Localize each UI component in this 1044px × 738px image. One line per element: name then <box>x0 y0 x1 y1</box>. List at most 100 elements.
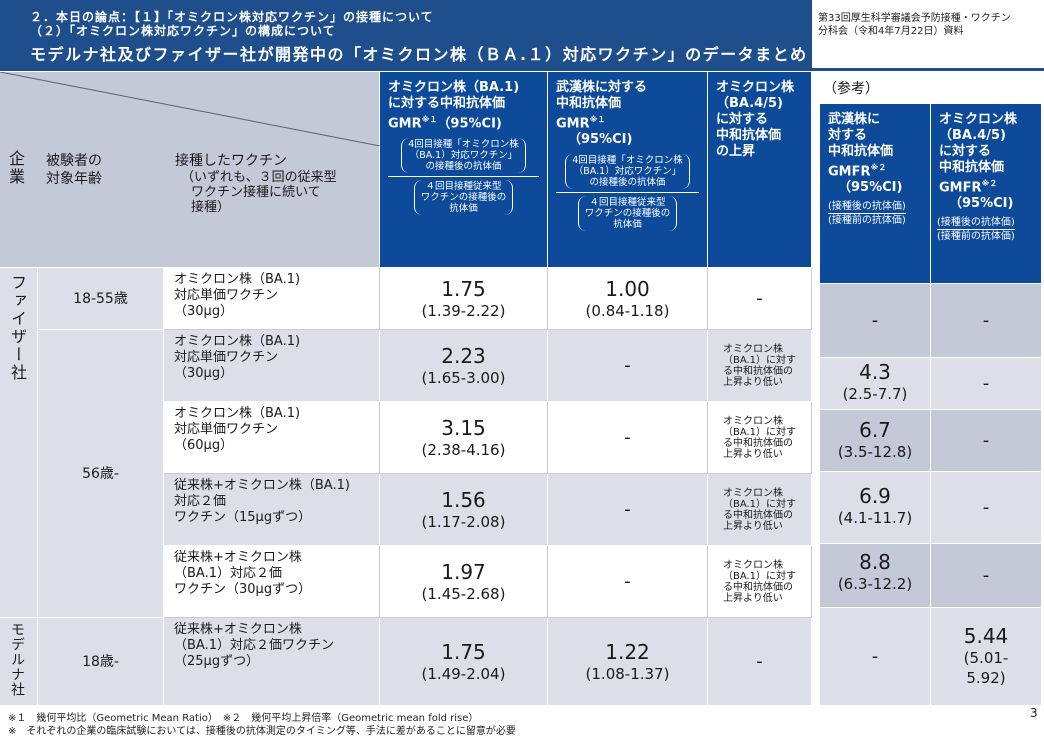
wuhan-gmr-cell-value: - <box>624 354 631 376</box>
ref-wuhan-cell-row6: - <box>820 608 931 706</box>
ref-wuhan-cell-row1: - <box>820 284 931 358</box>
ba45-note-line: る中和抗体価の <box>722 365 793 377</box>
vaccine-line: （25μgずつ） <box>174 654 260 669</box>
age-cell-18-plus: 18歳- <box>38 618 164 706</box>
wuhan-gmr-cell-value: 1.22 <box>605 639 650 664</box>
vaccine-cell: オミクロン株（BA.1) 対応単価ワクチン （30μg） <box>164 268 380 330</box>
company-column-header: 企業 <box>6 150 25 186</box>
ref-wuhan-cell-row3: 6.7 (3.5-12.8) <box>820 410 931 472</box>
ba1-gmr-cell-value: 1.56 <box>441 487 486 512</box>
ref-ba45-gmfr-header: オミクロン株 （BA.4/5) に対する 中和抗体価 GMFR※２ （95%CI) (… <box>931 104 1042 284</box>
ba45-dash: - <box>756 651 763 672</box>
age-cell-18-55: 18-55歳 <box>38 268 164 330</box>
ba45-rise-cell: オミクロン株 （BA.1）に対す る中和抗体価の 上昇より低い <box>708 330 812 402</box>
table-header-gray <box>0 72 380 268</box>
vaccine-line: （BA.1）対応２価 <box>174 566 282 581</box>
ba45-note-line: オミクロン株 <box>722 559 783 571</box>
ba45-rise-cell: オミクロン株 （BA.1）に対す る中和抗体価の 上昇より低い <box>708 546 812 618</box>
vaccine-line: （BA.1）対応２価ワクチン <box>174 638 334 653</box>
ba45-note-line: オミクロン株 <box>722 343 783 355</box>
ref-ba45-cell-row5: - <box>931 544 1042 608</box>
ba1-gmr-cell-value: 1.75 <box>441 639 486 664</box>
diagonal-line <box>0 72 380 146</box>
vaccine-line: オミクロン株（BA.1) <box>174 272 301 287</box>
ba1-gmr-cell-value: 3.15 <box>441 415 486 440</box>
ref-wuhan-cell-row5: 8.8 (6.3-12.2) <box>820 544 931 608</box>
wuhan-gmr-cell: - <box>548 402 708 474</box>
vaccine-line: ワクチン（30μgずつ） <box>174 582 312 597</box>
ba45-note-line: オミクロン株 <box>722 487 783 499</box>
vaccine-line: 対応２価 <box>174 494 227 509</box>
vaccine-line: （30μg） <box>174 366 234 381</box>
wuhan-gmr-cell: - <box>548 474 708 546</box>
ba1-gmr-cell-ci: (1.49-2.04) <box>421 664 506 683</box>
ba45-note-line: （BA.1）に対す <box>722 354 797 366</box>
wuhan-gmr-cell: 1.00 (0.84-1.18) <box>548 268 708 330</box>
wuhan-gmr-cell-value: 1.00 <box>605 276 650 301</box>
reference-label: （参考） <box>823 81 879 97</box>
ba45-rise-header: オミクロン株 （BA.4/5) に対する 中和抗体価 の上昇 <box>708 72 812 268</box>
ba45-note-line: オミクロン株 <box>722 415 783 427</box>
vaccine-line: （30μg） <box>174 304 234 319</box>
vaccine-cell: 従来株+オミクロン株（BA.1) 対応２価 ワクチン（15μgずつ） <box>164 474 380 546</box>
ba1-gmr-cell: 1.75 (1.39-2.22) <box>380 268 548 330</box>
vaccine-line: 対応単価ワクチン <box>174 288 279 303</box>
ba1-gmr-cell-ci: (2.38-4.16) <box>421 440 506 459</box>
vaccine-cell: 従来株+オミクロン株 （BA.1）対応２価ワクチン （25μgずつ） <box>164 618 380 706</box>
ba1-gmr-cell-ci: (1.39-2.22) <box>421 301 506 320</box>
ba45-note-line: る中和抗体価の <box>722 581 793 593</box>
ba1-gmr-cell: 3.15 (2.38-4.16) <box>380 402 548 474</box>
ba1-gmr-cell: 2.23 (1.65-3.00) <box>380 330 548 402</box>
ba45-rise-cell: - <box>708 618 812 706</box>
wuhan-ratio-formula: 4回目接種「オミクロン株 （BA.1）対応ワクチン」 の接種後の抗体価 ４回目接種従… <box>548 154 707 232</box>
ba1-gmr-cell-value: 1.97 <box>441 559 486 584</box>
ba45-note-line: （BA.1）に対す <box>722 570 797 582</box>
ba1-gmr-cell-ci: (1.65-3.00) <box>421 368 506 387</box>
vaccine-line: 対応単価ワクチン <box>174 350 279 365</box>
company-cell-pfizer: ファイザー社 <box>0 268 38 618</box>
footnote-2: ※ それぞれの企業の臨床試験においては、接種後の抗体測定のタイミング等、手法に差… <box>8 726 516 737</box>
ref-wuhan-gmfr-header: 武漢株に 対する 中和抗体価 GMFR※２ （95%CI) (接種後の抗体価) (接… <box>820 104 931 284</box>
ba1-gmr-cell: 1.97 (1.45-2.68) <box>380 546 548 618</box>
wuhan-gmr-cell-value: - <box>624 570 631 592</box>
wuhan-gmr-cell-ci: (0.84-1.18) <box>585 301 670 320</box>
ba45-rise-cell: オミクロン株 （BA.1）に対す る中和抗体価の 上昇より低い <box>708 474 812 546</box>
ba1-gmr-cell: 1.75 (1.49-2.04) <box>380 618 548 706</box>
wuhan-gmr-cell: - <box>548 546 708 618</box>
wuhan-gmr-cell-value: - <box>624 426 631 448</box>
wuhan-gmr-cell-value: - <box>624 498 631 520</box>
vaccine-cell: オミクロン株（BA.1) 対応単価ワクチン （60μg） <box>164 402 380 474</box>
vaccine-line: 従来株+オミクロン株 <box>174 622 302 637</box>
ref-ba45-cell-row3: - <box>931 410 1042 472</box>
vaccine-cell: オミクロン株（BA.1) 対応単価ワクチン （30μg） <box>164 330 380 402</box>
ba45-note-line: 上昇より低い <box>722 376 783 388</box>
age-cell-56-plus: 56歳- <box>38 330 164 618</box>
vaccine-line: ワクチン（15μgずつ） <box>174 510 312 525</box>
ba45-note-line: る中和抗体価の <box>722 437 793 449</box>
vaccine-line: 対応単価ワクチン <box>174 422 279 437</box>
wuhan-gmr-cell-ci: (1.08-1.37) <box>585 664 670 683</box>
vaccine-cell: 従来株+オミクロン株 （BA.1）対応２価 ワクチン（30μgずつ） <box>164 546 380 618</box>
page-number: 3 <box>1030 706 1038 720</box>
ref-wuhan-cell-row4: 6.9 (4.1-11.7) <box>820 472 931 544</box>
ba1-gmr-cell-ci: (1.45-2.68) <box>421 584 506 603</box>
wuhan-gmr-header: 武漢株に対する 中和抗体価 GMR※１ （95%CI) 4回目接種「オミクロン株… <box>548 72 708 268</box>
ba1-gmr-cell-value: 1.75 <box>441 276 486 301</box>
header-rule <box>0 68 1044 71</box>
ref-ba45-cell-row4: - <box>931 472 1042 544</box>
age-column-header: 被験者の 対象年齢 <box>46 153 102 187</box>
vaccine-line: （60μg） <box>174 438 234 453</box>
company-cell-moderna: モデルナ社 <box>0 618 38 706</box>
vaccine-line: オミクロン株（BA.1) <box>174 406 301 421</box>
ba45-note-line: 上昇より低い <box>722 520 783 532</box>
ba45-dash: - <box>756 288 763 309</box>
ref-ba45-cell-row1: - <box>931 284 1042 358</box>
footnote-1: ※１ 幾何平均比（Geometric Mean Ratio） ※２ 幾何平均上昇… <box>8 713 479 724</box>
ba45-note-line: る中和抗体価の <box>722 509 793 521</box>
header-bar <box>0 0 812 68</box>
ba45-rise-cell: - <box>708 268 812 330</box>
ba1-gmr-cell: 1.56 (1.17-2.08) <box>380 474 548 546</box>
vaccine-line: 従来株+オミクロン株 <box>174 550 302 565</box>
vaccine-line: 従来株+オミクロン株（BA.1) <box>174 478 350 493</box>
ba1-ratio-formula: 4回目接種「オミクロン株 （BA.1）対応ワクチン」 の接種後の抗体価 ４回目接種従… <box>380 138 547 216</box>
